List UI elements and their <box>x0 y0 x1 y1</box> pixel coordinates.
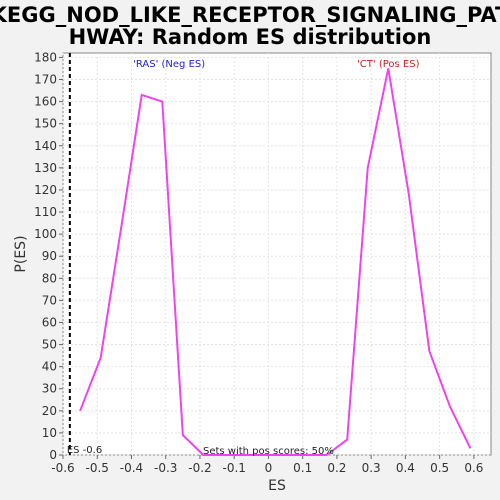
x-tick-label: -0.2 <box>188 461 211 475</box>
y-tick-label: 10 <box>42 426 57 440</box>
y-tick-label: 150 <box>34 117 57 131</box>
x-axis-ticks: -0.6 -0.5 -0.4 -0.3 -0.2 -0.1 0 0.1 0.2 0.3 0.4 0.5… <box>51 455 483 475</box>
x-tick-label: -0.1 <box>222 461 245 475</box>
x-tick-label: 0.6 <box>464 461 483 475</box>
y-tick-label: 170 <box>34 73 57 87</box>
x-axis-label: ES <box>268 478 286 494</box>
y-tick-label: 110 <box>34 205 57 219</box>
neg-es-label: 'RAS' (Neg ES) <box>133 59 205 70</box>
y-tick-label: 130 <box>34 161 57 175</box>
chart-title-line-1: KEGG_NOD_LIKE_RECEPTOR_SIGNALING_PAT <box>0 3 500 27</box>
y-tick-label: 80 <box>42 271 57 285</box>
y-tick-label: 180 <box>34 50 57 64</box>
pos-scores-label: Sets with pos scores: 50% <box>203 446 334 457</box>
y-axis-label: P(ES) <box>13 235 29 272</box>
x-tick-label: -0.3 <box>154 461 177 475</box>
plot-area <box>62 52 492 456</box>
chart-title-line-2: HWAY: Random ES distribution <box>69 25 432 49</box>
x-tick-label: -0.5 <box>86 461 109 475</box>
pos-es-label: 'CT' (Pos ES) <box>357 59 420 70</box>
series-line <box>79 68 472 456</box>
y-tick-label: 100 <box>34 227 57 241</box>
x-tick-label: 0.5 <box>430 461 449 475</box>
x-tick-label: -0.4 <box>120 461 143 475</box>
es-value-label: ES -0.6 <box>67 445 102 456</box>
x-tick-label: 0.4 <box>396 461 415 475</box>
y-tick-label: 50 <box>42 338 57 352</box>
y-tick-label: 60 <box>42 315 57 329</box>
y-tick-label: 70 <box>42 293 57 307</box>
y-tick-label: 30 <box>42 382 57 396</box>
y-tick-label: 140 <box>34 139 57 153</box>
x-tick-label: -0.6 <box>51 461 74 475</box>
y-tick-label: 40 <box>42 360 57 374</box>
x-tick-label: 0 <box>265 461 273 475</box>
x-tick-label: 0.2 <box>327 461 346 475</box>
y-tick-label: 160 <box>34 95 57 109</box>
y-tick-label: 120 <box>34 183 57 197</box>
y-tick-label: 90 <box>42 249 57 263</box>
y-tick-label: 0 <box>49 448 57 462</box>
y-axis-ticks: 0 10 20 30 40 50 60 70 80 90 100 110 120 130 140 150 160… <box>34 50 63 462</box>
grid <box>62 53 491 456</box>
x-tick-label: 0.3 <box>362 461 381 475</box>
y-tick-label: 20 <box>42 404 57 418</box>
x-tick-label: 0.1 <box>293 461 312 475</box>
